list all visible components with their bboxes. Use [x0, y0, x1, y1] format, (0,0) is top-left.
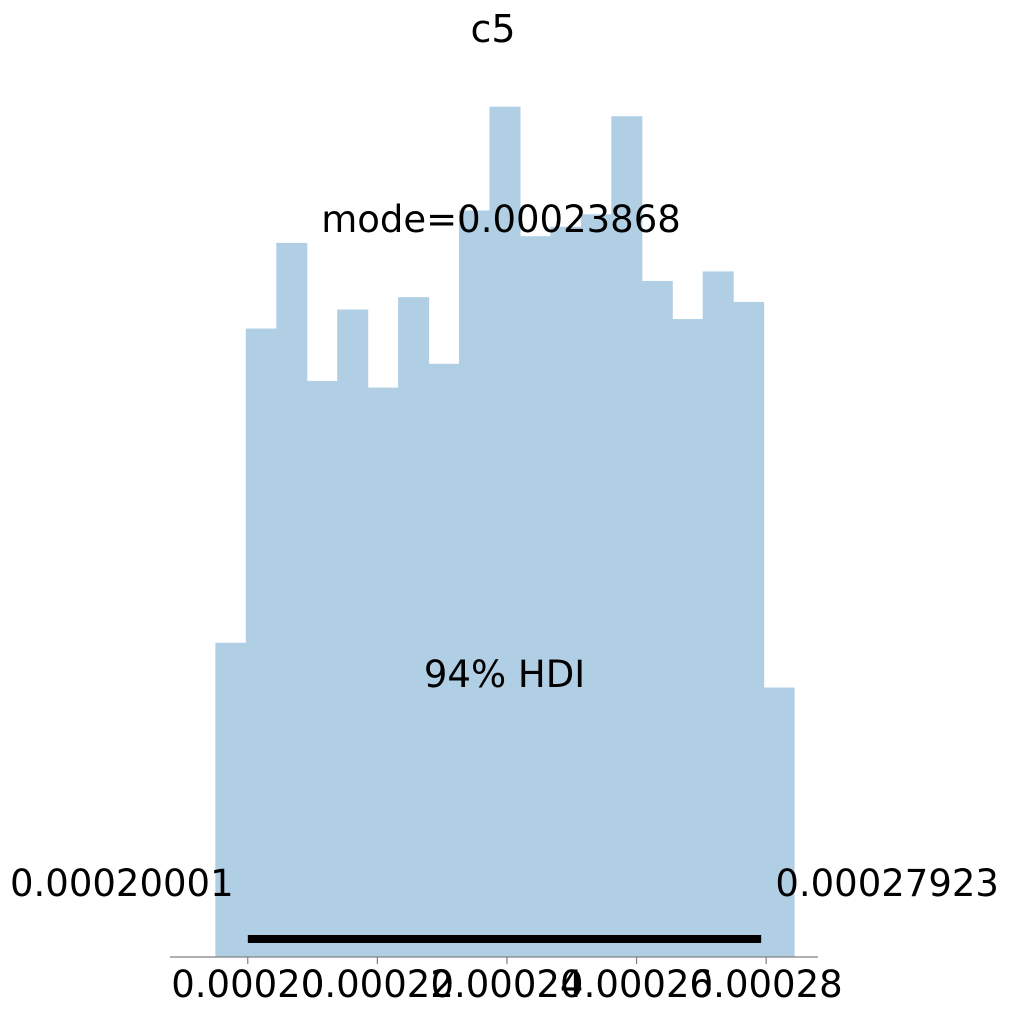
- histogram-bar: [367, 387, 399, 958]
- chart-title: c5: [470, 7, 515, 51]
- x-tick-label: 0.00028: [690, 963, 843, 1006]
- hdi-low-label: 0.00020001: [10, 862, 234, 905]
- histogram-bar: [337, 309, 369, 957]
- histogram-bar: [580, 214, 612, 958]
- histogram-bar: [245, 328, 277, 958]
- histogram-bar: [672, 319, 704, 958]
- histogram-bar: [306, 380, 338, 957]
- hdi-high-label: 0.00027923: [775, 862, 999, 905]
- x-tick-label: 0.00026: [560, 963, 713, 1006]
- histogram-bar: [428, 363, 460, 957]
- x-tick-label: 0.00020: [171, 963, 324, 1006]
- mode-label: mode=0.00023868: [321, 198, 681, 241]
- histogram-bar: [276, 242, 308, 957]
- histogram-bar: [519, 236, 551, 957]
- histogram-bar: [459, 210, 491, 957]
- x-tick-label: 0.00024: [430, 963, 583, 1006]
- histogram-bar: [733, 301, 765, 957]
- histogram-bar: [550, 226, 582, 957]
- hdi-label: 94% HDI: [424, 653, 585, 696]
- histogram-bar: [763, 687, 795, 957]
- x-tick-label: 0.00022: [301, 963, 454, 1006]
- histogram-bars: [215, 106, 795, 958]
- histogram-bar: [641, 280, 673, 957]
- histogram-bar: [702, 271, 734, 957]
- histogram-bar: [489, 106, 521, 958]
- histogram-bar: [398, 297, 430, 958]
- histogram-bar: [215, 642, 247, 957]
- histogram-bar: [611, 116, 643, 957]
